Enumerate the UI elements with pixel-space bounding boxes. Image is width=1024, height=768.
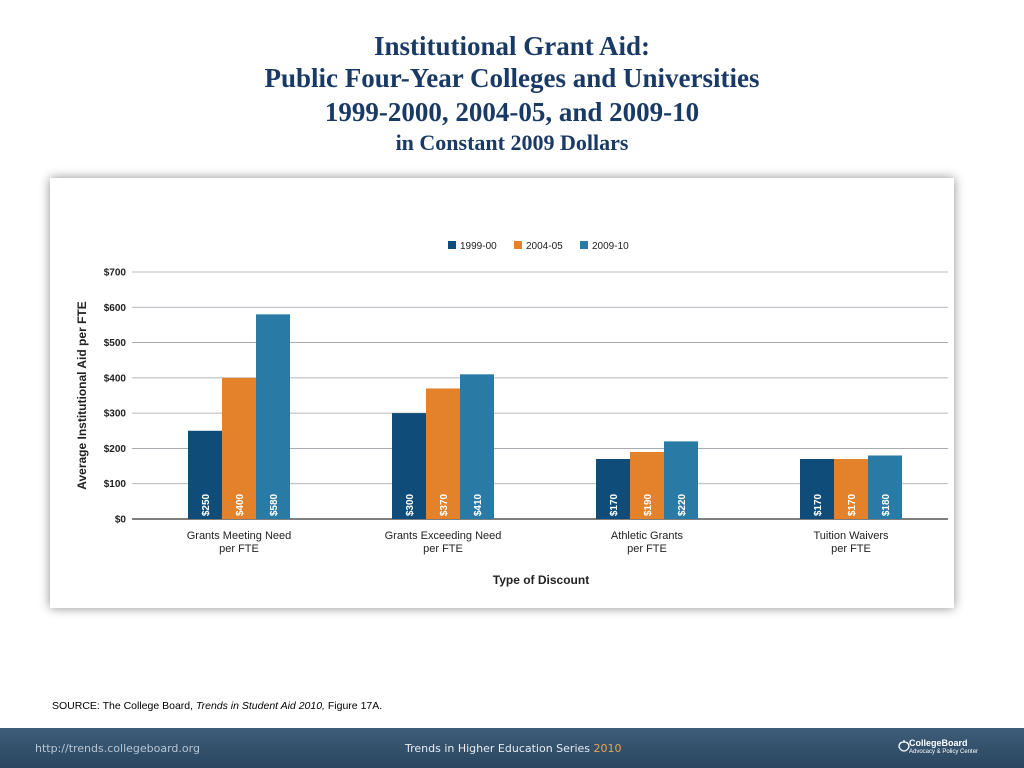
y-tick-label: $0 xyxy=(115,515,127,526)
category-label: Grants Exceeding Need xyxy=(385,530,502,542)
source-note: SOURCE: The College Board, Trends in Stu… xyxy=(52,700,382,712)
legend-swatch xyxy=(448,241,456,249)
bar-value-label: $180 xyxy=(881,493,892,516)
legend-label: 1999-00 xyxy=(460,241,497,252)
bar-value-label: $250 xyxy=(201,493,212,516)
y-tick-label: $400 xyxy=(104,373,127,384)
category-label: Tuition Waivers xyxy=(814,530,889,542)
bar xyxy=(868,455,902,519)
y-tick-label: $600 xyxy=(104,303,127,314)
slide-title: Institutional Grant Aid: Public Four-Yea… xyxy=(0,30,1024,158)
bar-value-label: $170 xyxy=(609,493,620,516)
bar xyxy=(460,374,494,519)
source-title: Trends in Student Aid 2010, xyxy=(195,700,325,712)
source-prefix: SOURCE: The College Board, xyxy=(52,700,196,712)
footer-series: Trends in Higher Education Series 2010 xyxy=(405,742,622,755)
category-label: per FTE xyxy=(423,543,463,555)
footer-series-text: Trends in Higher Education Series xyxy=(405,742,591,755)
legend-swatch xyxy=(580,241,588,249)
bar-value-label: $580 xyxy=(269,493,280,516)
collegeboard-acorn-icon xyxy=(898,740,910,752)
y-axis-title: Average Institutional Aid per FTE xyxy=(75,301,89,489)
logo-subtitle: Advocacy & Policy Center xyxy=(909,749,979,755)
y-tick-label: $300 xyxy=(104,409,127,420)
footer-bar: http://trends.collegeboard.org Trends in… xyxy=(0,728,1024,768)
collegeboard-logo: CollegeBoard Advocacy & Policy Center xyxy=(897,737,1007,761)
bar xyxy=(800,459,834,519)
title-line-1: Institutional Grant Aid: xyxy=(373,31,651,61)
category-label: per FTE xyxy=(627,543,667,555)
footer-url-link[interactable]: http://trends.collegeboard.org xyxy=(35,742,200,755)
footer-series-year: 2010 xyxy=(593,742,622,755)
logo-name: CollegeBoard xyxy=(909,738,968,748)
category-label: Grants Meeting Need xyxy=(187,530,292,542)
legend-swatch xyxy=(514,241,522,249)
bar-value-label: $170 xyxy=(847,493,858,516)
source-suffix: Figure 17A. xyxy=(324,700,383,712)
bar xyxy=(188,430,222,519)
y-tick-label: $700 xyxy=(104,268,127,279)
bar xyxy=(630,451,664,519)
bar xyxy=(256,314,290,519)
bar-value-label: $400 xyxy=(235,493,246,516)
category-label: per FTE xyxy=(219,543,259,555)
title-line-4: in Constant 2009 Dollars xyxy=(395,130,629,155)
bar xyxy=(664,441,698,519)
bar-value-label: $300 xyxy=(405,493,416,516)
grouped-bar-chart: $0 $100 $200 $300 $400 $500 $600 $700 Average In… xyxy=(75,241,948,587)
legend-label: 2009-10 xyxy=(592,241,629,252)
bar-value-label: $410 xyxy=(473,493,484,516)
bar-value-label: $370 xyxy=(439,493,450,516)
chart-panel: $0 $100 $200 $300 $400 $500 $600 $700 Average In… xyxy=(50,178,954,608)
category-label: per FTE xyxy=(831,543,871,555)
category-label: Athletic Grants xyxy=(611,530,684,542)
x-axis-title: Type of Discount xyxy=(493,573,589,587)
bar xyxy=(222,377,256,519)
bar xyxy=(834,459,868,519)
bar-value-label: $170 xyxy=(813,493,824,516)
bar xyxy=(596,459,630,519)
bar xyxy=(426,388,460,519)
bar-value-label: $190 xyxy=(643,493,654,516)
bar xyxy=(392,413,426,519)
bar-value-label: $220 xyxy=(677,493,688,516)
legend-label: 2004-05 xyxy=(526,241,563,252)
y-tick-label: $500 xyxy=(104,338,127,349)
y-tick-label: $100 xyxy=(104,479,127,490)
y-tick-label: $200 xyxy=(104,444,127,455)
title-line-2: Public Four-Year Colleges and Universiti… xyxy=(264,63,760,93)
title-line-3: 1999-2000, 2004-05, and 2009-10 xyxy=(324,97,700,127)
